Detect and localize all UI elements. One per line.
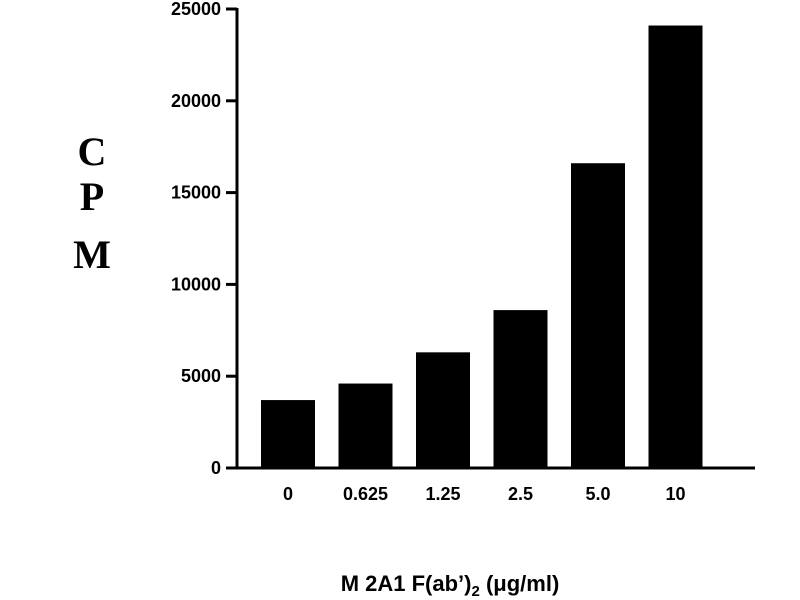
x-tick-label: 0.625 [343, 484, 388, 504]
x-axis-label-main: M 2A1 F(ab’) [341, 571, 472, 596]
x-axis-label: M 2A1 F(ab’)2 (μg/ml) [341, 571, 560, 600]
bar-10 [648, 25, 703, 469]
x-tick-label: 1.25 [425, 484, 460, 504]
bar-5_0 [571, 163, 625, 468]
x-tick-label: 5.0 [585, 484, 610, 504]
x-axis: 0 0.625 1.25 2.5 5.0 10 [226, 466, 755, 504]
y-tick-label: 25000 [171, 0, 221, 19]
y-axis-label-letter: M [73, 232, 111, 277]
y-tick-label: 5000 [181, 366, 221, 386]
y-tick-label: 0 [211, 458, 221, 478]
x-axis-label-subscript: 2 [472, 583, 480, 600]
x-axis-label-units: (μg/ml) [480, 571, 559, 596]
bar-1_25 [416, 352, 470, 468]
y-tick-label: 10000 [171, 274, 221, 294]
y-axis-label-letter: C [78, 129, 107, 174]
y-axis-label: CPM [73, 129, 111, 277]
x-tick-label: 10 [665, 484, 685, 504]
y-axis-label-letter: P [80, 174, 104, 219]
x-tick-label: 0 [283, 484, 293, 504]
y-tick-label: 20000 [171, 91, 221, 111]
bars [261, 25, 703, 469]
bar-0_625 [338, 383, 393, 468]
x-tick-label: 2.5 [508, 484, 533, 504]
y-axis: 0 5000 10000 15000 20000 25000 [171, 0, 239, 478]
bar-0 [261, 400, 315, 468]
bar-2_5 [493, 310, 548, 468]
y-tick-label: 15000 [171, 183, 221, 203]
